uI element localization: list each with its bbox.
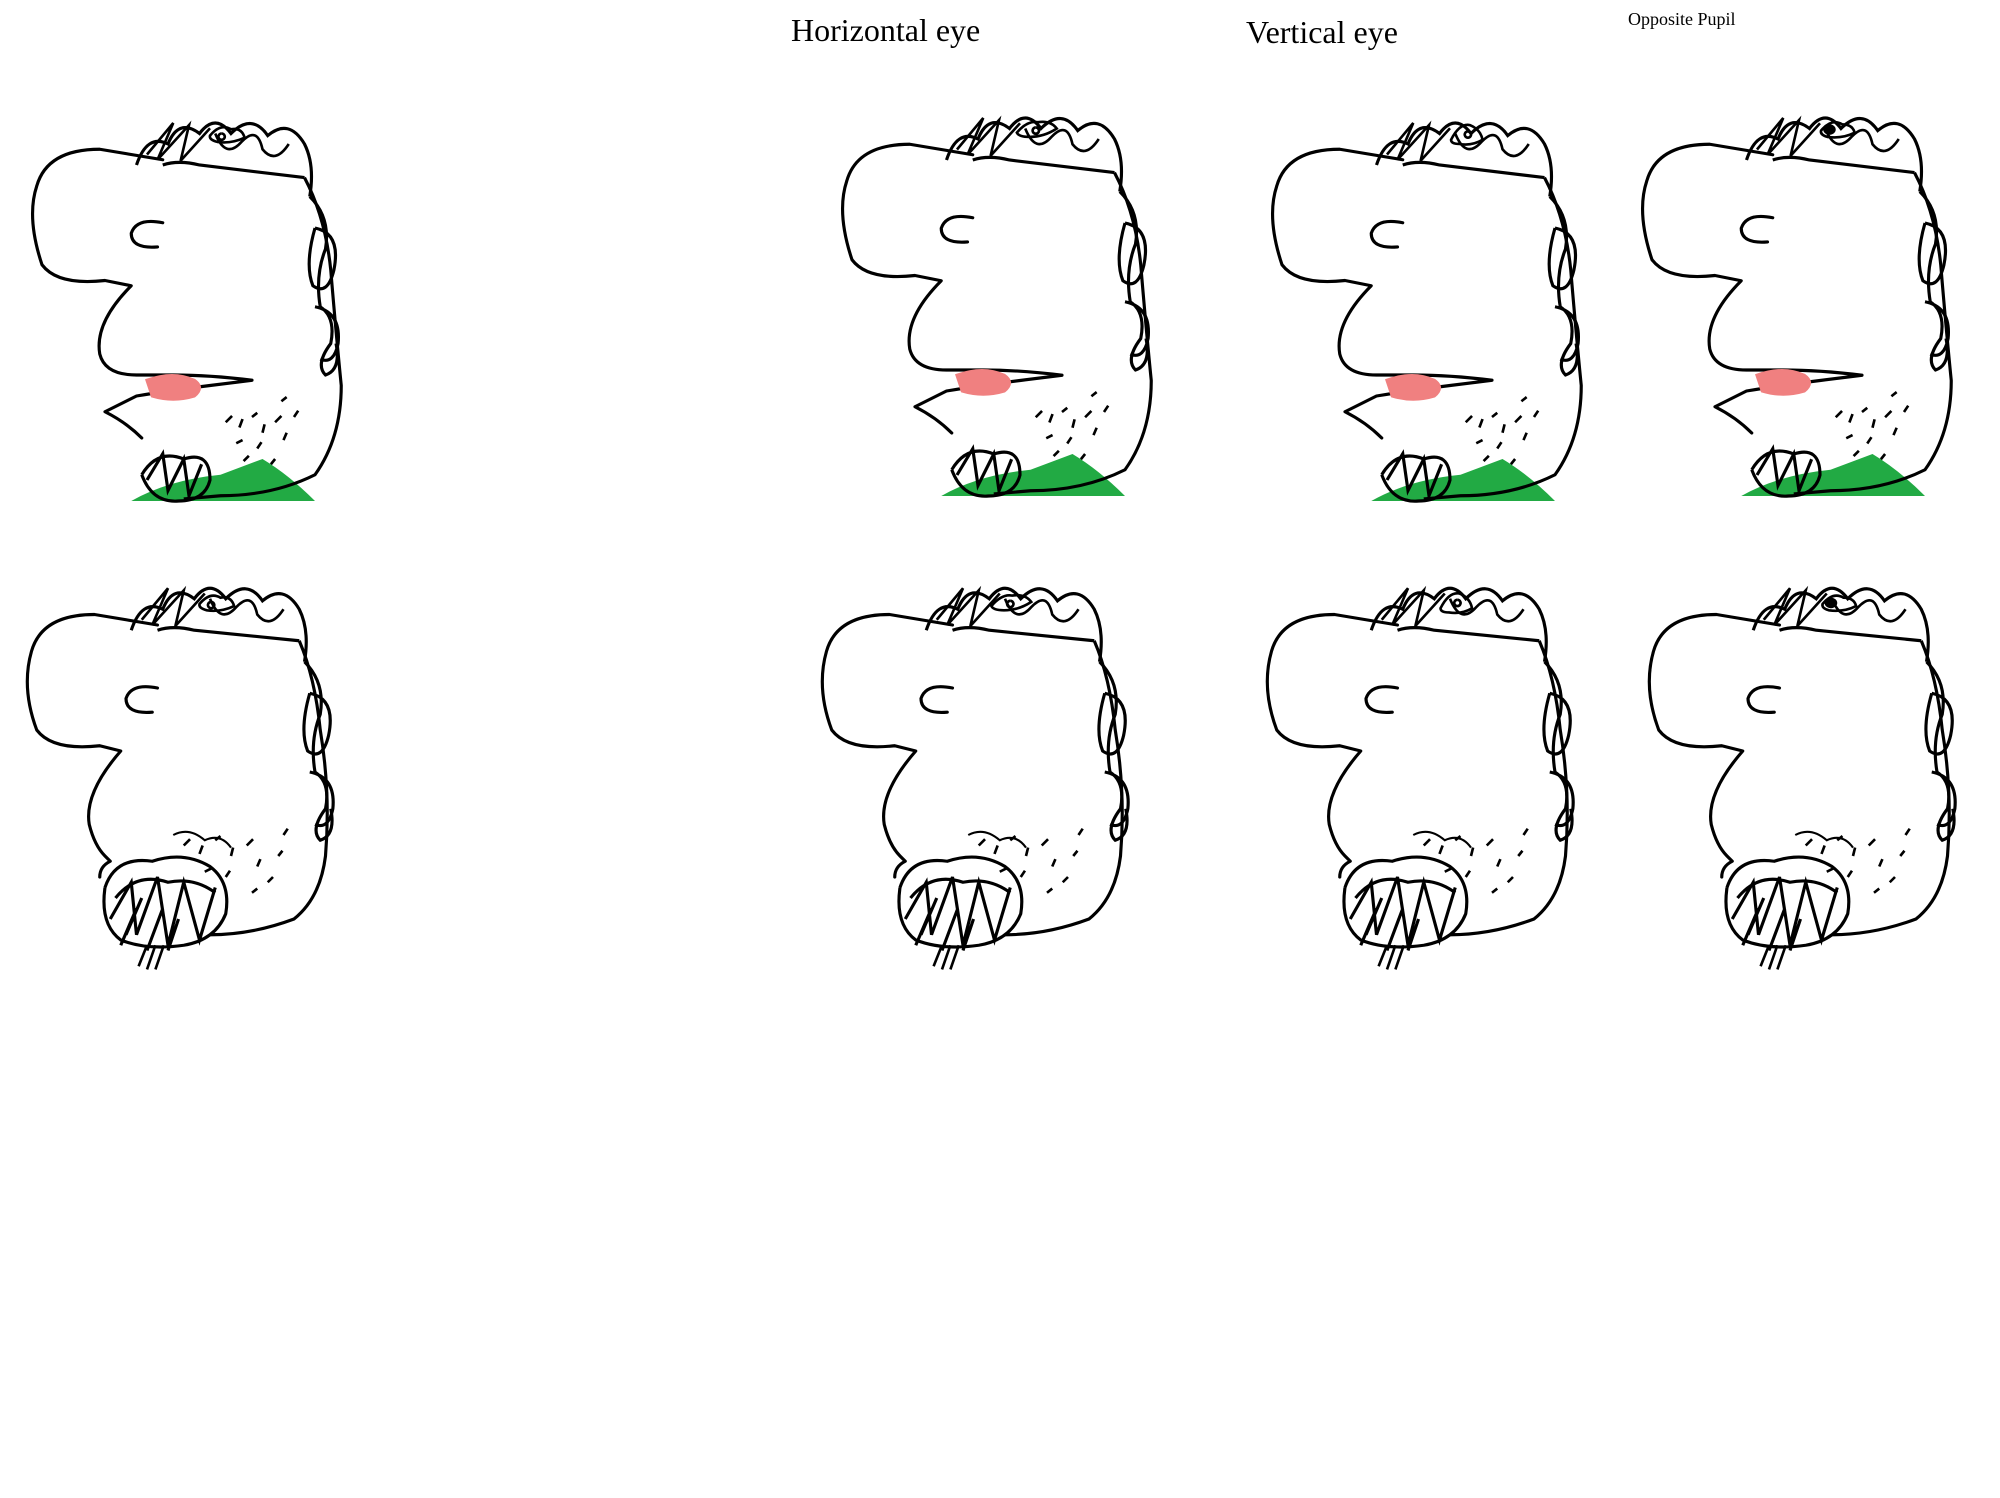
- face-bottom-opposite-pupil: [1647, 586, 1957, 971]
- face-bottom-original: [25, 586, 335, 971]
- face-top-original: [30, 121, 343, 503]
- face-top-vertical-eye: [1270, 121, 1583, 503]
- face-top-horizontal-eye: [840, 116, 1153, 498]
- column-label-horizontal-eye: Horizontal eye: [791, 12, 981, 48]
- column-label-opposite-pupil: Opposite Pupil: [1628, 9, 1736, 29]
- face-bottom-horizontal-eye: [820, 586, 1130, 971]
- face-bottom-vertical-eye: [1265, 586, 1575, 971]
- face-top-opposite-pupil: [1640, 116, 1953, 498]
- column-label-vertical-eye: Vertical eye: [1246, 14, 1398, 50]
